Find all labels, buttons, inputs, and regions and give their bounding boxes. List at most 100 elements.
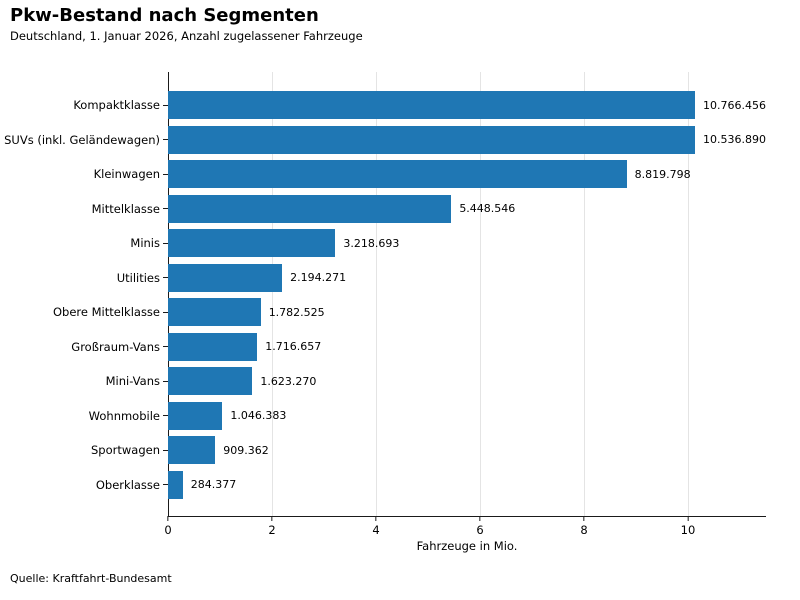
bar-segment <box>168 160 627 189</box>
category-label: Wohnmobile <box>88 408 160 423</box>
category-label: Oberklasse <box>95 477 160 492</box>
value-label: 10.536.890 <box>703 133 766 147</box>
bar-track: 8.819.798 <box>168 157 766 192</box>
bar-row: Oberklasse 284.377 <box>0 468 790 503</box>
value-label: 1.046.383 <box>230 409 287 423</box>
x-tick-mark <box>271 516 273 521</box>
bar-row: Wohnmobile 1.046.383 <box>0 399 790 434</box>
y-tick <box>160 364 168 399</box>
x-tick-8: 8 <box>580 516 588 537</box>
category-label: SUVs (inkl. Geländewagen) <box>4 132 160 147</box>
y-tick <box>160 226 168 261</box>
bar-row: SUVs (inkl. Geländewagen) 10.536.890 <box>0 123 790 158</box>
category-label: Mini-Vans <box>105 374 160 389</box>
category-label: Sportwagen <box>91 443 160 458</box>
y-tick-mark <box>163 242 168 244</box>
x-tick-mark <box>167 516 169 521</box>
y-tick-mark <box>163 104 168 106</box>
bar-track: 1.623.270 <box>168 364 766 399</box>
x-tick-4: 4 <box>372 516 380 537</box>
bar-segment <box>168 125 696 154</box>
y-tick <box>160 261 168 296</box>
x-tick-label: 0 <box>164 523 172 537</box>
bar-track: 909.362 <box>168 433 766 468</box>
bar-row: Mittelklasse 5.448.546 <box>0 192 790 227</box>
y-tick-mark <box>163 484 168 486</box>
x-tick-6: 6 <box>476 516 484 537</box>
gridline-10 <box>688 72 689 516</box>
value-label: 1.782.525 <box>268 305 325 319</box>
y-tick-mark <box>163 277 168 279</box>
bar-segment <box>168 91 696 120</box>
category-label: Minis <box>130 236 160 251</box>
x-axis-ticks: 0 2 4 6 8 10 <box>164 516 766 540</box>
x-tick-0: 0 <box>164 516 172 537</box>
x-tick-mark <box>375 516 377 521</box>
bar-segment <box>168 263 283 292</box>
value-label: 10.766.456 <box>703 98 766 112</box>
value-label: 1.716.657 <box>265 340 322 354</box>
bar-row: Obere Mittelklasse 1.782.525 <box>0 295 790 330</box>
bar-segment <box>168 470 183 499</box>
y-tick-mark <box>163 346 168 348</box>
bar-track: 2.194.271 <box>168 261 766 296</box>
y-tick <box>160 295 168 330</box>
y-tick <box>160 330 168 365</box>
category-label: Mittelklasse <box>91 201 160 216</box>
bar-track: 5.448.546 <box>168 192 766 227</box>
value-label: 2.194.271 <box>290 271 347 285</box>
gridline-2 <box>272 72 273 516</box>
y-tick-mark <box>163 449 168 451</box>
source-note: Quelle: Kraftfahrt-Bundesamt <box>10 572 172 585</box>
x-tick-mark <box>479 516 481 521</box>
plot-area <box>168 72 766 517</box>
bar-segment <box>168 332 258 361</box>
bar-row: Kleinwagen 8.819.798 <box>0 157 790 192</box>
x-axis-spine <box>168 516 766 517</box>
bar-track: 1.782.525 <box>168 295 766 330</box>
y-tick <box>160 123 168 158</box>
gridlines <box>168 72 766 516</box>
x-tick-2: 2 <box>268 516 276 537</box>
bar-track: 1.046.383 <box>168 399 766 434</box>
bar-row: Kompaktklasse 10.766.456 <box>0 88 790 123</box>
x-tick-mark <box>583 516 585 521</box>
y-tick-mark <box>163 173 168 175</box>
x-tick-label: 8 <box>580 523 588 537</box>
bar-track: 10.536.890 <box>168 123 766 158</box>
bar-track: 10.766.456 <box>168 88 766 123</box>
x-tick-label: 6 <box>476 523 484 537</box>
value-label: 909.362 <box>223 443 269 457</box>
y-tick <box>160 88 168 123</box>
category-label: Kompaktklasse <box>73 98 160 113</box>
x-tick-label: 2 <box>268 523 276 537</box>
bar-row: Sportwagen 909.362 <box>0 433 790 468</box>
y-tick <box>160 433 168 468</box>
bar-segment <box>168 194 452 223</box>
chart-title: Pkw-Bestand nach Segmenten <box>10 5 319 26</box>
chart-subtitle: Deutschland, 1. Januar 2026, Anzahl zuge… <box>10 29 363 43</box>
y-tick <box>160 192 168 227</box>
y-tick-mark <box>163 139 168 141</box>
bar-track: 3.218.693 <box>168 226 766 261</box>
x-tick-label: 10 <box>680 523 696 537</box>
y-tick <box>160 468 168 503</box>
gridline-8 <box>584 72 585 516</box>
y-tick-mark <box>163 311 168 313</box>
x-axis-label: Fahrzeuge in Mio. <box>416 539 518 553</box>
bar-segment <box>168 401 223 430</box>
category-label: Utilities <box>116 270 160 285</box>
value-label: 284.377 <box>190 478 237 492</box>
bar-segment <box>168 298 261 327</box>
bar-rows: Kompaktklasse 10.766.456 SUVs (inkl. Gelän… <box>0 72 790 502</box>
value-label: 5.448.546 <box>459 202 516 216</box>
category-label: Großraum-Vans <box>71 339 160 354</box>
y-tick-mark <box>163 380 168 382</box>
category-label: Kleinwagen <box>93 167 160 182</box>
value-label: 3.218.693 <box>343 236 400 250</box>
x-tick-label: 4 <box>372 523 380 537</box>
bar-row: Utilities 2.194.271 <box>0 261 790 296</box>
category-label: Obere Mittelklasse <box>53 305 160 320</box>
bar-track: 1.716.657 <box>168 330 766 365</box>
